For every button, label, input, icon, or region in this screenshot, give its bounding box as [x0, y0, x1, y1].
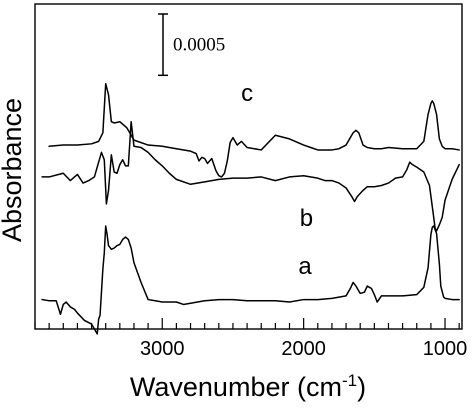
x-axis-label-superscript: -1 — [342, 371, 357, 390]
x-axis-label: Wavenumber (cm-1) — [130, 371, 366, 402]
trace-label-group: c ba — [241, 80, 313, 280]
scale-bar-label: 0.0005 — [173, 35, 225, 56]
minor-tick-group — [34, 323, 460, 329]
x-tick-label-3000: 3000 — [140, 338, 185, 360]
spectrum-line-c — [48, 82, 460, 178]
spectrum-line-b — [41, 120, 460, 232]
major-tick-group — [161, 318, 446, 329]
x-tick-label-1000: 1000 — [423, 338, 468, 360]
x-axis-label-main: Wavenumber (cm — [130, 372, 342, 402]
trace-label-c: c — [241, 80, 253, 107]
series-group — [41, 82, 460, 335]
x-tick-label-2000: 2000 — [281, 338, 326, 360]
y-axis-label: Absorbance — [0, 98, 27, 242]
trace-label-a: a — [298, 253, 312, 280]
plot-frame — [34, 3, 463, 330]
scale-bar: 0.0005 — [158, 13, 225, 77]
trace-label-b: b — [300, 205, 313, 232]
tick-label-group: 3000 2000 1000 — [140, 338, 467, 360]
x-axis-label-close: ) — [357, 372, 366, 402]
spectrum-line-a — [41, 225, 460, 335]
